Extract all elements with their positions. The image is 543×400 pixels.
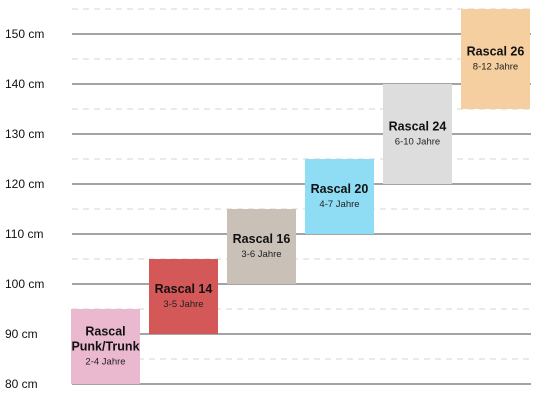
grid: [72, 8, 531, 385]
y-tick-label: 80 cm: [5, 377, 38, 391]
size-bar: [383, 84, 452, 184]
size-bar: [305, 159, 374, 234]
y-tick-label: 140 cm: [5, 77, 44, 91]
size-bar: [227, 209, 296, 284]
bar-age-label: 3-5 Jahre: [163, 299, 203, 310]
bar-age-label: 6-10 Jahre: [395, 137, 440, 148]
y-tick-label: 100 cm: [5, 277, 44, 291]
size-bar: [71, 309, 140, 384]
y-axis-ticks: 80 cm 90 cm 100 cm 110 cm 120 cm 130 cm 140 cm…: [5, 27, 44, 391]
bar-age-label: 3-6 Jahre: [241, 249, 281, 260]
bar-name-label: Rascal 14: [155, 282, 213, 296]
bar-name-label: Rascal 24: [389, 120, 447, 134]
y-tick-label: 120 cm: [5, 177, 44, 191]
bar-age-label: 2-4 Jahre: [85, 357, 125, 368]
y-tick-label: 150 cm: [5, 27, 44, 41]
y-tick-label: 130 cm: [5, 127, 44, 141]
bar-age-label: 8-12 Jahre: [473, 62, 518, 73]
bar-name-label: Rascal 20: [311, 182, 369, 196]
bar-age-label: 4-7 Jahre: [319, 199, 359, 210]
bar-name-label: Rascal 16: [233, 232, 291, 246]
bar-name-label: Punk/Trunk: [71, 340, 139, 354]
y-tick-label: 90 cm: [5, 327, 38, 341]
y-tick-label: 110 cm: [5, 227, 43, 241]
bar-name-label: Rascal: [85, 325, 125, 339]
size-bar: [461, 9, 530, 109]
size-bar: [149, 259, 218, 334]
bar-name-label: Rascal 26: [467, 45, 525, 59]
